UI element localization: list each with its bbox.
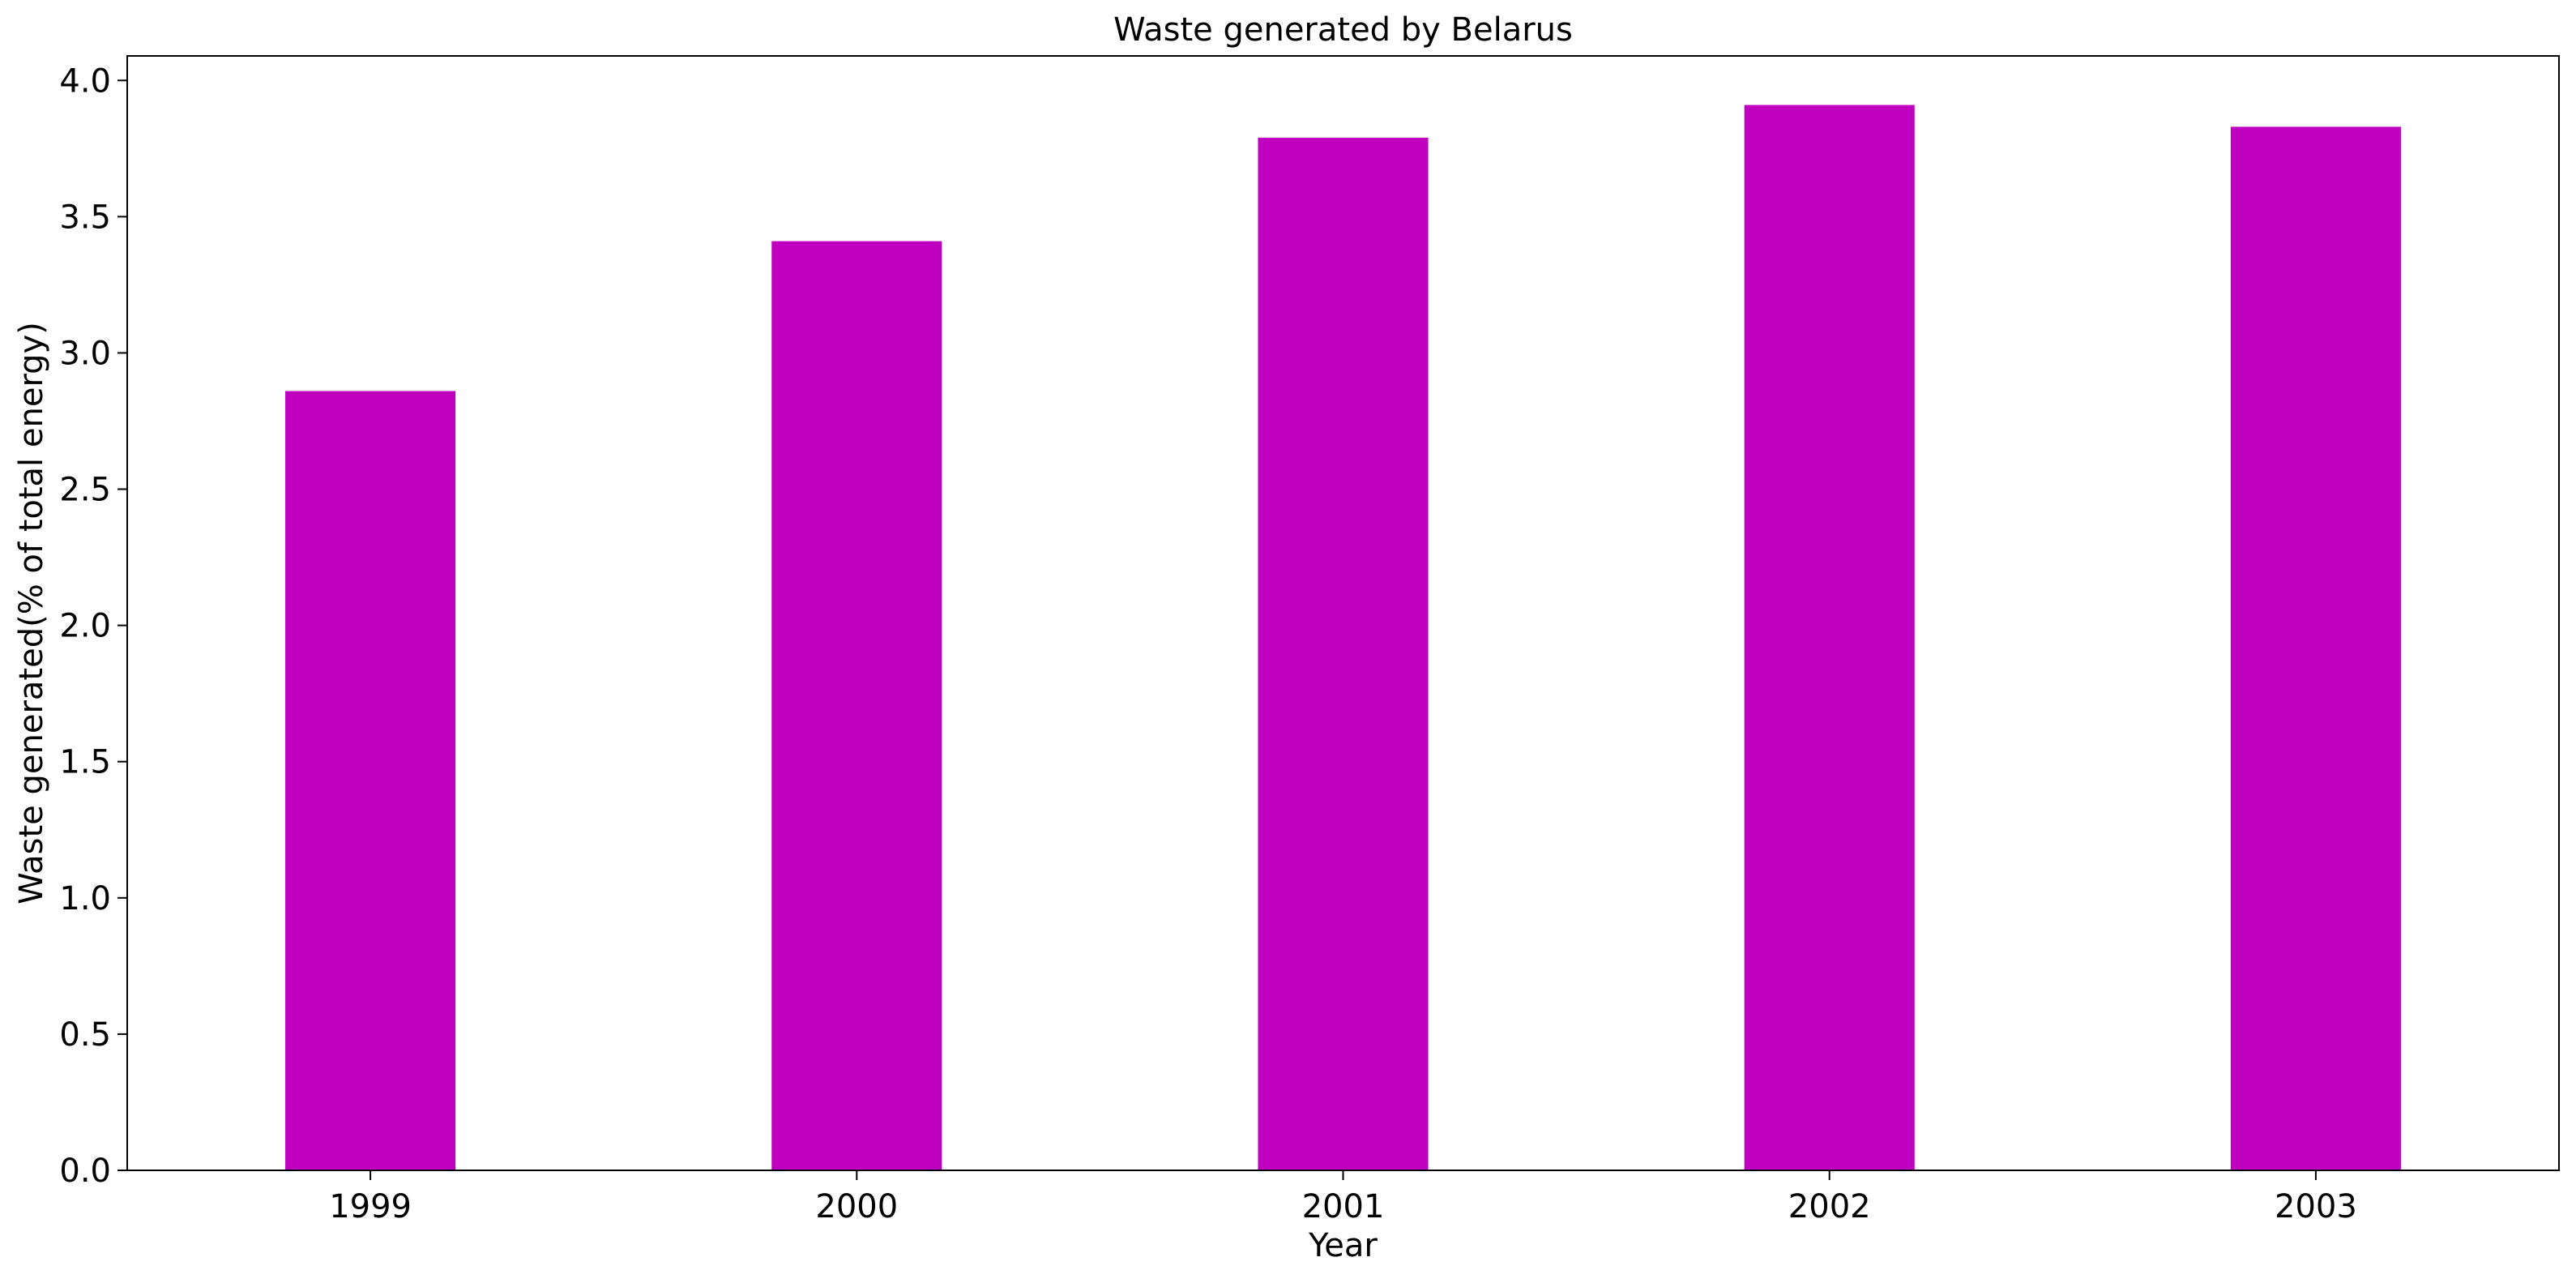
x-tick-label: 2003 xyxy=(2275,1188,2357,1225)
y-tick-label: 2.0 xyxy=(59,608,111,645)
y-tick-label: 2.5 xyxy=(59,472,111,509)
plot-frame xyxy=(126,55,2560,1171)
x-tick-label: 2002 xyxy=(1788,1188,1871,1225)
y-axis-label: Waste generated(% of total energy) xyxy=(13,322,50,905)
bar-2001 xyxy=(1258,137,1429,1171)
bar-2000 xyxy=(771,241,942,1171)
bar-1999 xyxy=(285,391,456,1170)
chart-title: Waste generated by Belarus xyxy=(1113,11,1573,49)
y-tick-label: 1.5 xyxy=(59,744,111,781)
y-tick-label: 0.5 xyxy=(59,1016,111,1054)
y-tick-label: 1.0 xyxy=(59,880,111,917)
x-axis-ticks: 1999 2000 2001 2002 2003 xyxy=(329,1170,2357,1225)
y-axis-ticks: 0.0 0.5 1.0 1.5 2.0 2.5 3.0 3.5 4.0 xyxy=(59,62,127,1190)
x-tick-label: 2001 xyxy=(1302,1188,1385,1225)
y-tick-label: 3.0 xyxy=(59,335,111,372)
bar-2002 xyxy=(1744,105,1915,1171)
x-tick-label: 1999 xyxy=(329,1188,412,1225)
bar-2003 xyxy=(2230,126,2401,1170)
y-tick-label: 4.0 xyxy=(59,62,111,100)
bars-layer xyxy=(285,105,2401,1171)
x-axis-label: Year xyxy=(1308,1227,1378,1264)
x-tick-label: 2000 xyxy=(815,1188,898,1225)
y-tick-label: 3.5 xyxy=(59,199,111,236)
y-tick-label: 0.0 xyxy=(59,1153,111,1190)
